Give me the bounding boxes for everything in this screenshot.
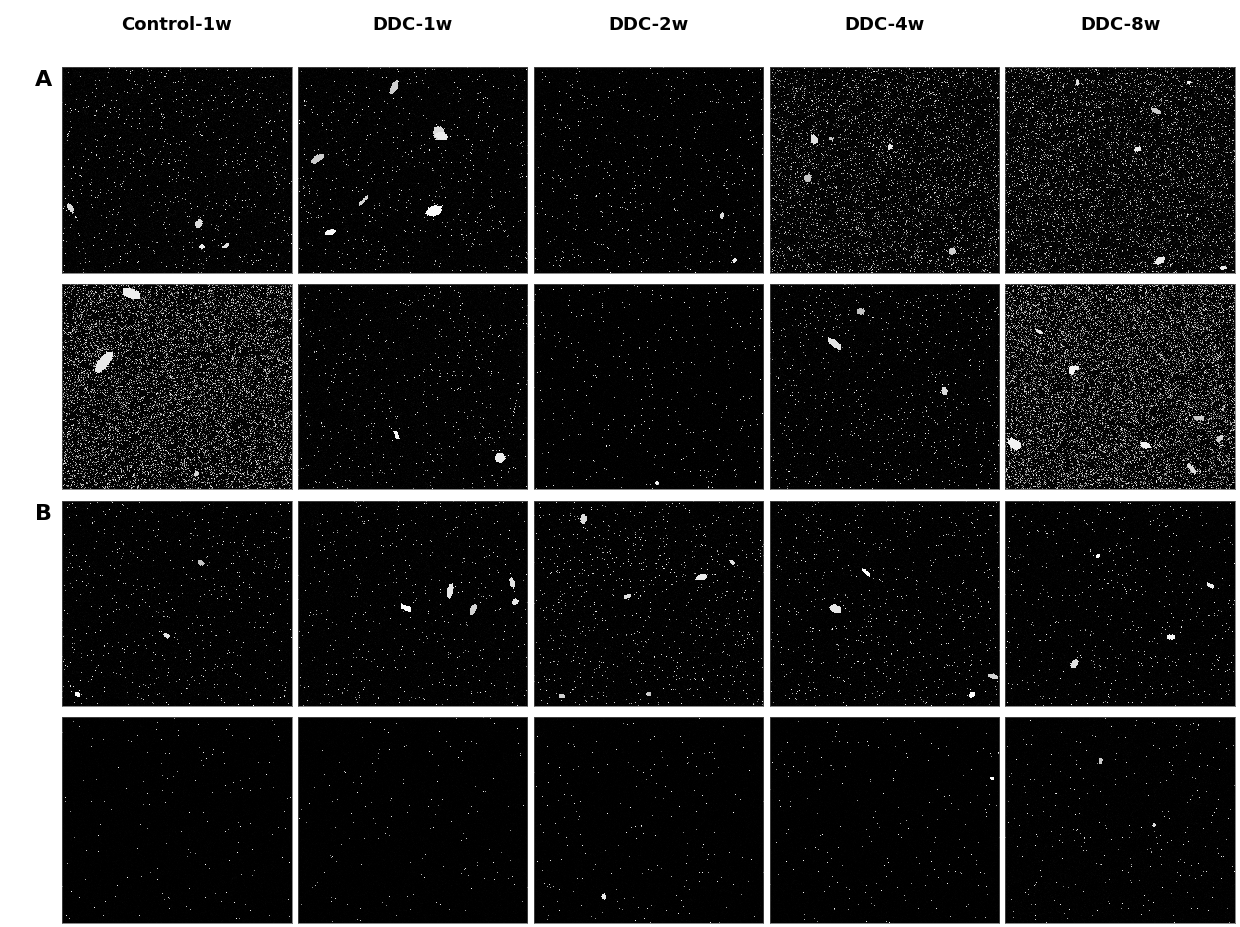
Text: B: B (35, 504, 52, 525)
Text: DDC-1w: DDC-1w (372, 17, 453, 34)
Text: Control-1w: Control-1w (122, 17, 232, 34)
Text: DDC-8w: DDC-8w (1080, 17, 1161, 34)
Text: DDC-2w: DDC-2w (609, 17, 688, 34)
Text: DDC-4w: DDC-4w (844, 17, 925, 34)
Text: A: A (35, 70, 52, 91)
